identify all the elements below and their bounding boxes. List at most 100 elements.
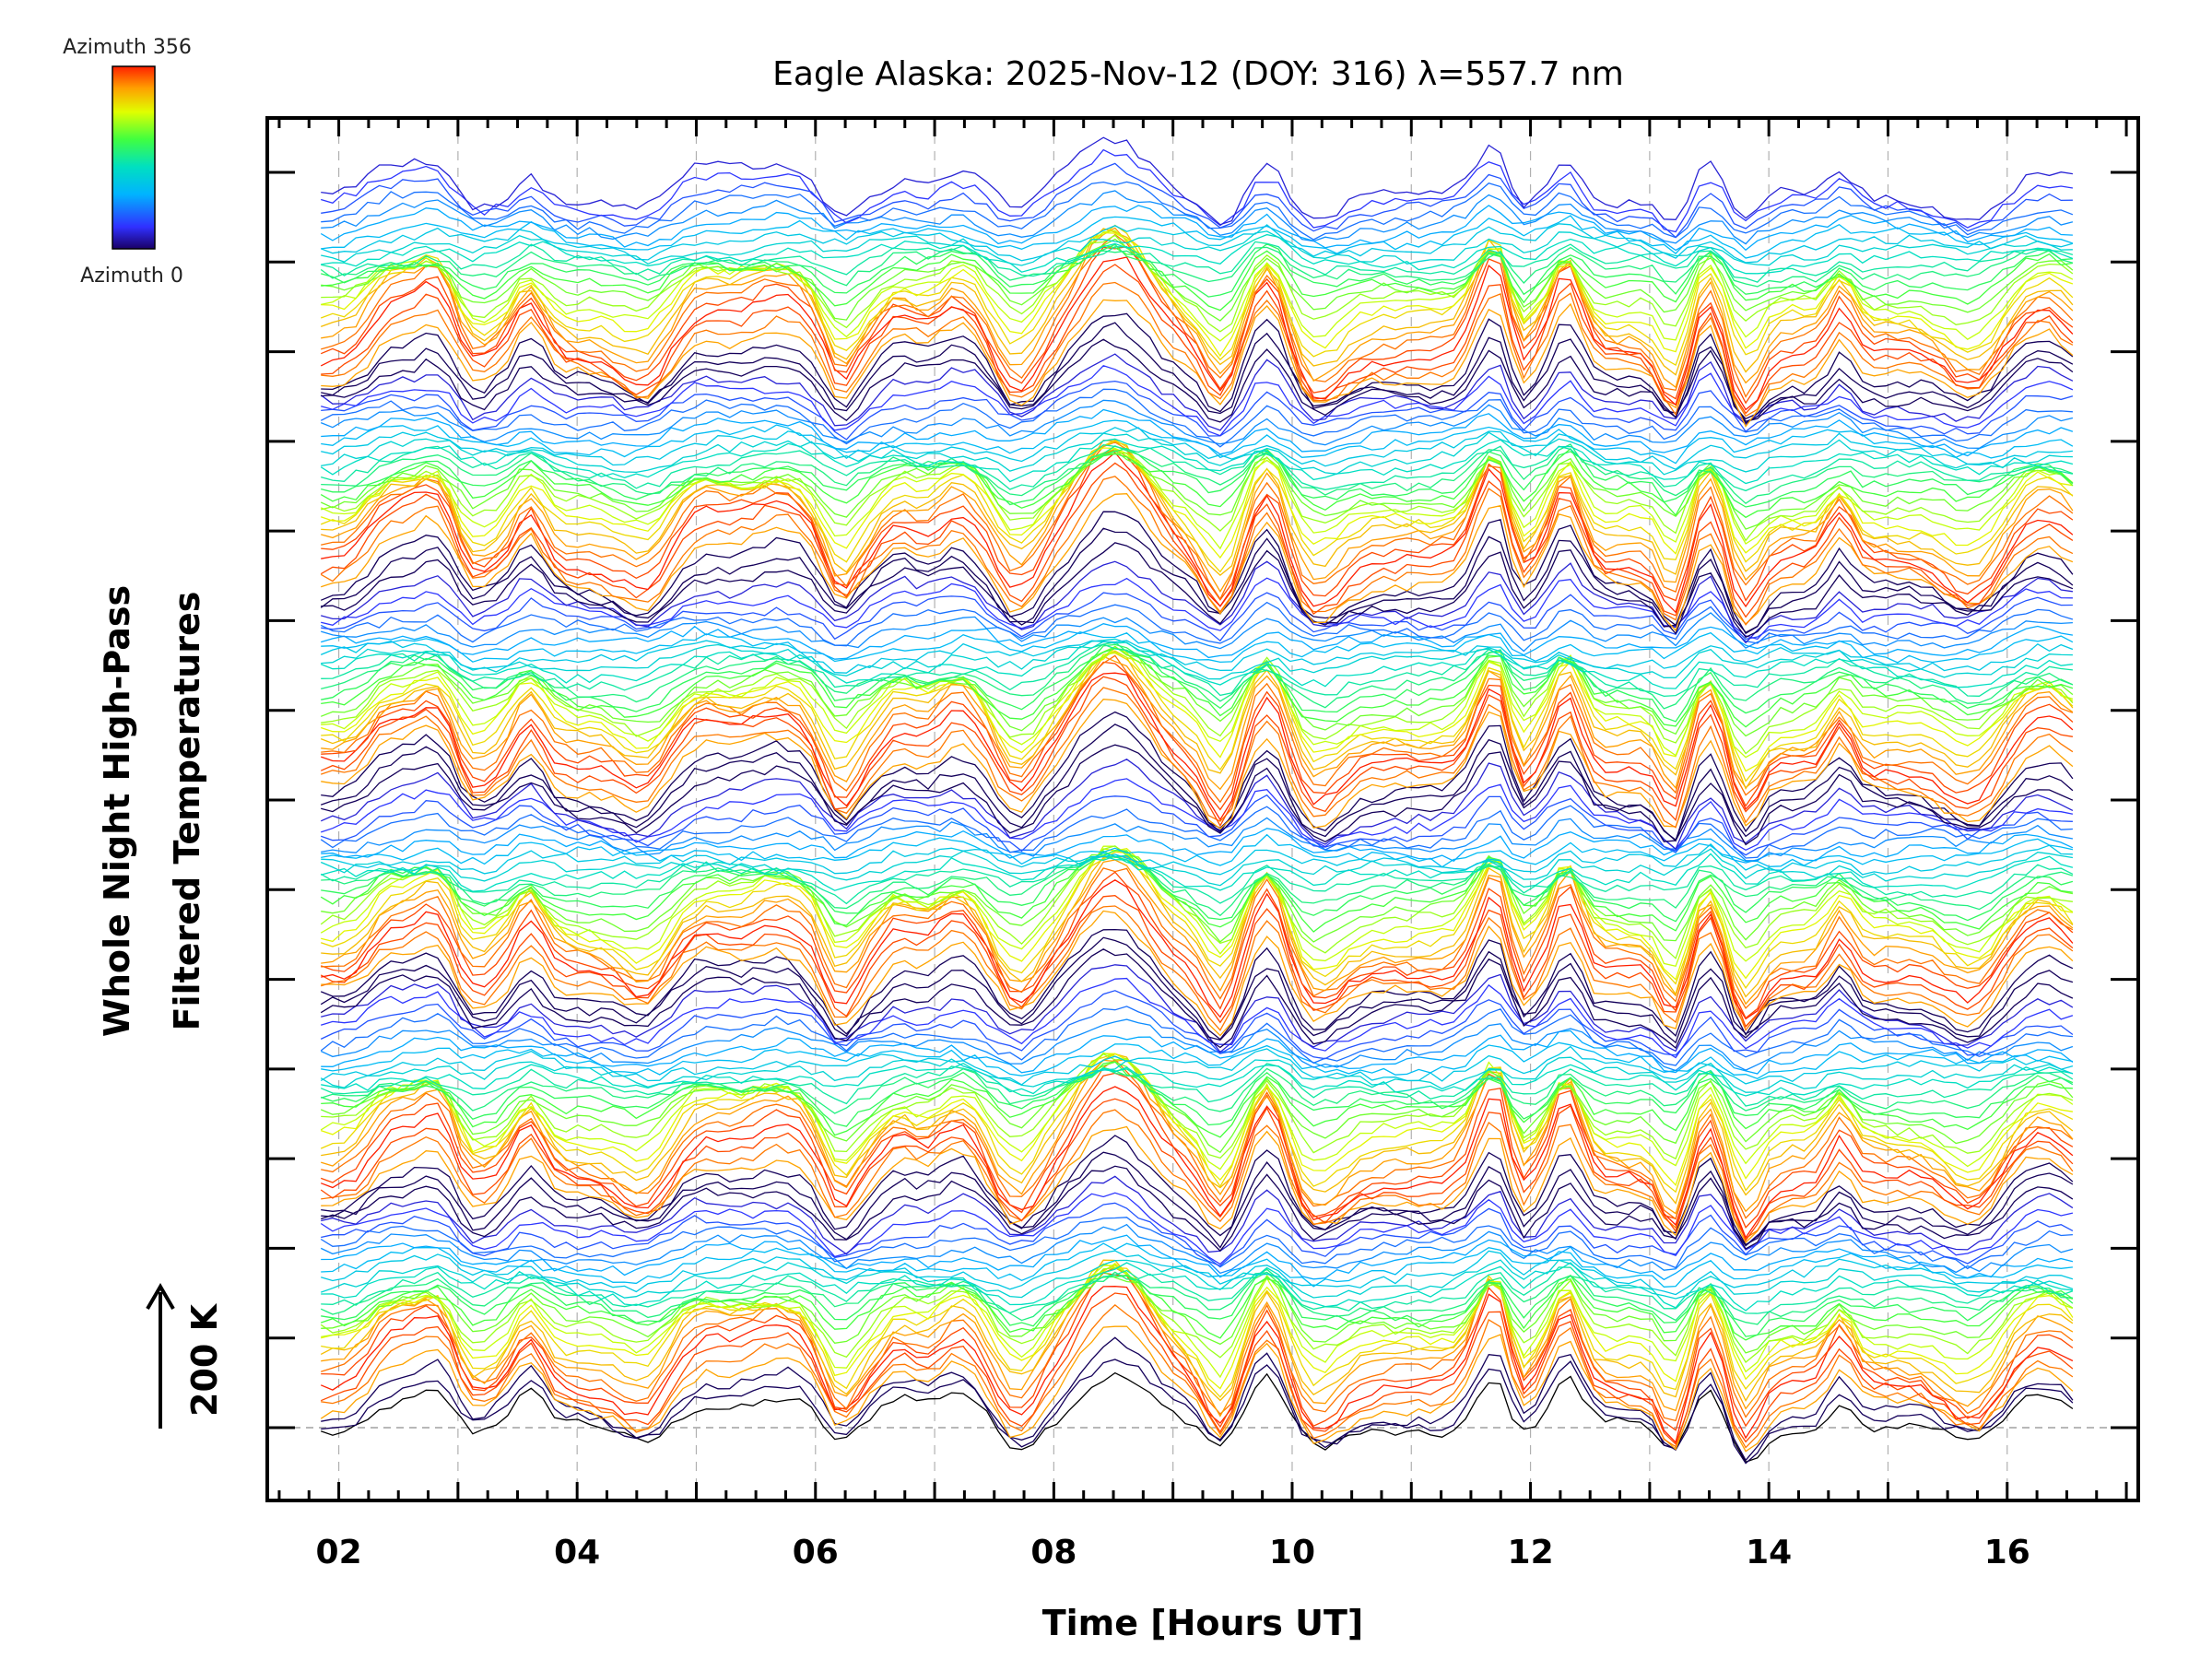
temperature-trace — [320, 601, 2074, 647]
temperature-trace — [321, 1053, 2074, 1160]
temperature-trace — [321, 243, 2073, 298]
temperature-trace — [321, 699, 2074, 830]
temperature-trace — [320, 936, 2074, 1044]
temperature-trace — [320, 205, 2073, 252]
temperature-trace — [321, 850, 2074, 943]
temperature-trace — [321, 1234, 2074, 1281]
temperature-trace — [321, 1250, 2074, 1296]
x-tick-label: 14 — [1746, 1534, 1792, 1571]
temperature-trace — [321, 645, 2074, 755]
temperature-trace — [320, 1063, 2074, 1107]
temperature-trace — [321, 560, 2073, 644]
temperature-trace — [320, 447, 2074, 559]
temperature-trace — [321, 241, 2074, 283]
temperature-trace — [321, 711, 2074, 842]
temperature-trace — [320, 224, 2074, 367]
temperature-trace — [321, 1202, 2074, 1267]
temperature-trace — [320, 855, 2074, 905]
temperature-trace — [320, 650, 2074, 791]
temperature-trace — [320, 246, 2074, 288]
temperature-trace — [320, 1259, 2074, 1402]
temperature-trace — [321, 643, 2073, 698]
temperature-trace — [320, 1061, 2074, 1154]
temperature-trace — [320, 1259, 2074, 1300]
temperature-trace — [321, 542, 2074, 639]
temperature-trace — [321, 850, 2074, 923]
temperature-trace — [320, 1098, 2074, 1242]
temperature-trace — [320, 928, 2074, 1041]
temperature-trace — [320, 1268, 2073, 1325]
y-axis-label-line2: Filtered Temperatures — [167, 592, 207, 1031]
temperature-trace — [321, 233, 2074, 398]
x-axis-label: Time [Hours UT] — [1042, 1603, 1364, 1643]
temperature-trace — [320, 1018, 2074, 1072]
temperature-trace — [320, 353, 2074, 431]
temperature-trace — [321, 238, 2074, 322]
temperature-trace — [321, 855, 2074, 917]
temperature-trace — [321, 1266, 2074, 1422]
temperature-trace — [320, 1292, 2074, 1445]
temperature-trace — [321, 181, 2074, 241]
temperature-trace — [321, 1336, 2074, 1462]
temperature-trace — [321, 233, 2074, 275]
legend-top-label: Azimuth 356 — [63, 36, 192, 59]
temperature-trace — [321, 444, 2074, 492]
temperature-trace — [320, 1371, 2074, 1463]
temperature-trace — [320, 1192, 2074, 1265]
temperature-trace — [321, 231, 2074, 358]
temperature-trace — [320, 1223, 2074, 1275]
temperature-trace — [321, 843, 2073, 876]
temperature-trace — [321, 1266, 2074, 1314]
temperature-trace — [321, 229, 2074, 342]
temperature-trace — [320, 1066, 2074, 1127]
temperature-trace — [321, 879, 2074, 1020]
temperature-trace — [321, 234, 2074, 333]
grid-lines — [337, 118, 2008, 1500]
temperature-trace — [321, 859, 2074, 1006]
temperature-trace — [320, 895, 2074, 1029]
temperature-trace — [320, 1053, 2074, 1187]
temperature-trace — [320, 1086, 2074, 1240]
temperature-trace — [320, 228, 2074, 376]
temperature-trace — [320, 1006, 2073, 1066]
temperature-trace — [320, 759, 2074, 851]
x-tick-label: 16 — [1984, 1534, 2030, 1571]
temperature-trace — [321, 1304, 2074, 1449]
temperature-trace — [321, 833, 2074, 868]
temperature-trace — [320, 476, 2074, 626]
temperature-trace — [321, 264, 2074, 415]
temperature-trace — [321, 651, 2074, 759]
temperature-trace — [321, 1135, 2074, 1247]
temperature-trace — [321, 1041, 2074, 1080]
temperature-trace — [321, 977, 2074, 1059]
temperature-trace — [321, 1109, 2074, 1240]
temperature-trace — [321, 905, 2074, 1031]
temperature-trace — [321, 652, 2074, 782]
temperature-trace — [320, 256, 2074, 411]
temperature-trace — [320, 223, 2074, 264]
temperature-trace — [321, 447, 2074, 508]
temperature-trace — [321, 215, 2074, 259]
temperature-trace — [321, 1271, 2074, 1337]
temperature-trace — [320, 527, 2074, 635]
temperature-trace — [321, 1030, 2074, 1075]
temperature-trace — [321, 855, 2074, 998]
temperature-trace — [320, 449, 2074, 530]
temperature-trace — [320, 1274, 2074, 1341]
temperature-trace — [321, 577, 2073, 641]
temperature-trace — [321, 1175, 2074, 1255]
temperature-trace — [321, 338, 2074, 423]
temperature-trace — [320, 687, 2074, 829]
temperature-trace — [320, 672, 2074, 821]
temperature-trace — [321, 452, 2074, 542]
temperature-trace — [321, 638, 2073, 680]
x-tick-label: 10 — [1269, 1534, 1315, 1571]
x-tick-label: 06 — [793, 1534, 839, 1571]
temperature-trace — [320, 990, 2074, 1060]
temperature-trace — [320, 438, 2074, 485]
temperature-trace — [321, 828, 2074, 864]
temperature-trace — [320, 511, 2074, 635]
temperature-trace — [321, 190, 2074, 245]
temperature-trace — [321, 744, 2074, 846]
x-tick-label: 12 — [1508, 1534, 1554, 1571]
